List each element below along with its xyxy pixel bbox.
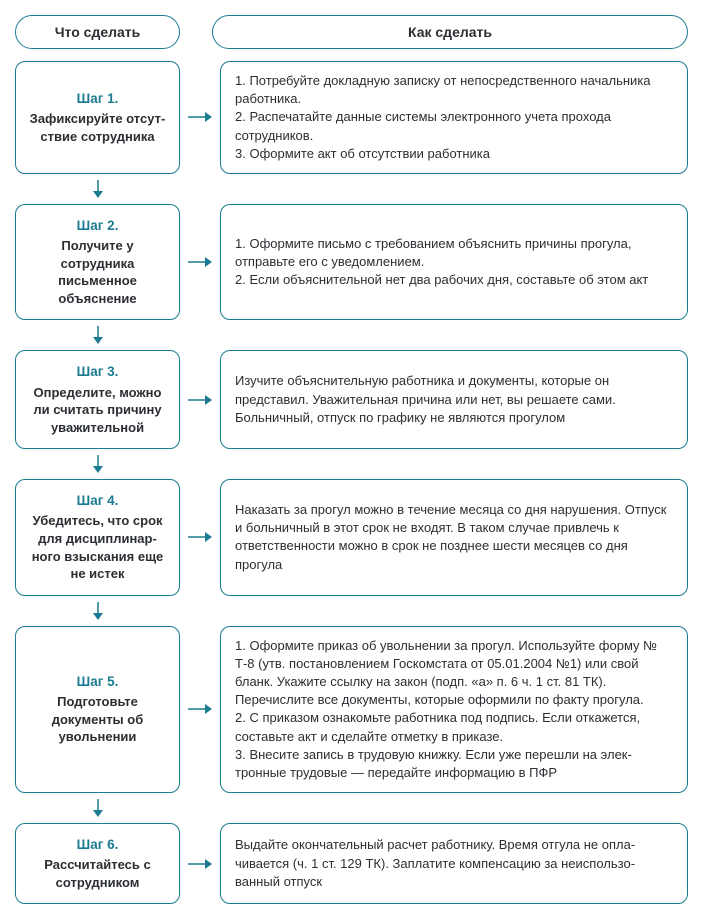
detail-box-6: Выдайте окончательный расчет работнику. … [220, 823, 688, 904]
step-title: Шаг 5. [26, 673, 169, 691]
detail-box-1: 1. Потребуйте докладную записку от непос… [220, 61, 688, 174]
step-title: Шаг 6. [26, 836, 169, 854]
header-right: Как сделать [212, 15, 688, 49]
arrow-down-icon [15, 326, 180, 344]
step-text: Убедитесь, что срок для дисциплинар­ного… [26, 512, 169, 582]
arrow-right-icon [188, 823, 212, 904]
arrow-down-icon [15, 799, 180, 817]
step-row: Шаг 3. Определите, можно ли считать прич… [15, 350, 688, 449]
detail-box-4: Наказать за прогул можно в течение месяц… [220, 479, 688, 595]
header-left: Что сделать [15, 15, 180, 49]
arrow-down-icon [15, 602, 180, 620]
header-row: Что сделать Как сделать [15, 15, 688, 49]
flowchart: Что сделать Как сделать Шаг 1. Зафиксиру… [15, 15, 688, 904]
step-row: Шаг 5. Подготовьте документы об увольнен… [15, 626, 688, 794]
step-text: Подготовьте документы об увольнении [26, 693, 169, 746]
step-row: Шаг 2. Получите у сотрудника письменное … [15, 204, 688, 320]
step-title: Шаг 2. [26, 217, 169, 235]
step-box-2: Шаг 2. Получите у сотрудника письменное … [15, 204, 180, 320]
step-row: Шаг 4. Убедитесь, что срок для дисциплин… [15, 479, 688, 595]
step-box-6: Шаг 6. Рассчитайтесь с сотрудником [15, 823, 180, 904]
detail-box-3: Изучите объяснительную работника и докум… [220, 350, 688, 449]
arrow-down-icon [15, 180, 180, 198]
arrow-right-icon [188, 479, 212, 595]
arrow-down-icon [15, 455, 180, 473]
detail-box-2: 1. Оформите письмо с требованием объясни… [220, 204, 688, 320]
step-text: Рассчитайтесь с сотрудником [26, 856, 169, 891]
step-title: Шаг 1. [26, 90, 169, 108]
step-row: Шаг 6. Рассчитайтесь с сотрудником Выдай… [15, 823, 688, 904]
detail-box-5: 1. Оформите приказ об увольнении за прог… [220, 626, 688, 794]
step-box-1: Шаг 1. Зафиксируйте отсут­ствие сотрудни… [15, 61, 180, 174]
step-row: Шаг 1. Зафиксируйте отсут­ствие сотрудни… [15, 61, 688, 174]
step-box-4: Шаг 4. Убедитесь, что срок для дисциплин… [15, 479, 180, 595]
step-text: Определите, можно ли считать причину ува… [26, 384, 169, 437]
step-title: Шаг 4. [26, 492, 169, 510]
step-title: Шаг 3. [26, 363, 169, 381]
step-text: Зафиксируйте отсут­ствие сотрудника [26, 110, 169, 145]
arrow-right-icon [188, 350, 212, 449]
step-box-3: Шаг 3. Определите, можно ли считать прич… [15, 350, 180, 449]
arrow-right-icon [188, 626, 212, 794]
arrow-right-icon [188, 204, 212, 320]
step-text: Получите у сотрудника письменное объясне… [26, 237, 169, 307]
step-box-5: Шаг 5. Подготовьте документы об увольнен… [15, 626, 180, 794]
arrow-right-icon [188, 61, 212, 174]
